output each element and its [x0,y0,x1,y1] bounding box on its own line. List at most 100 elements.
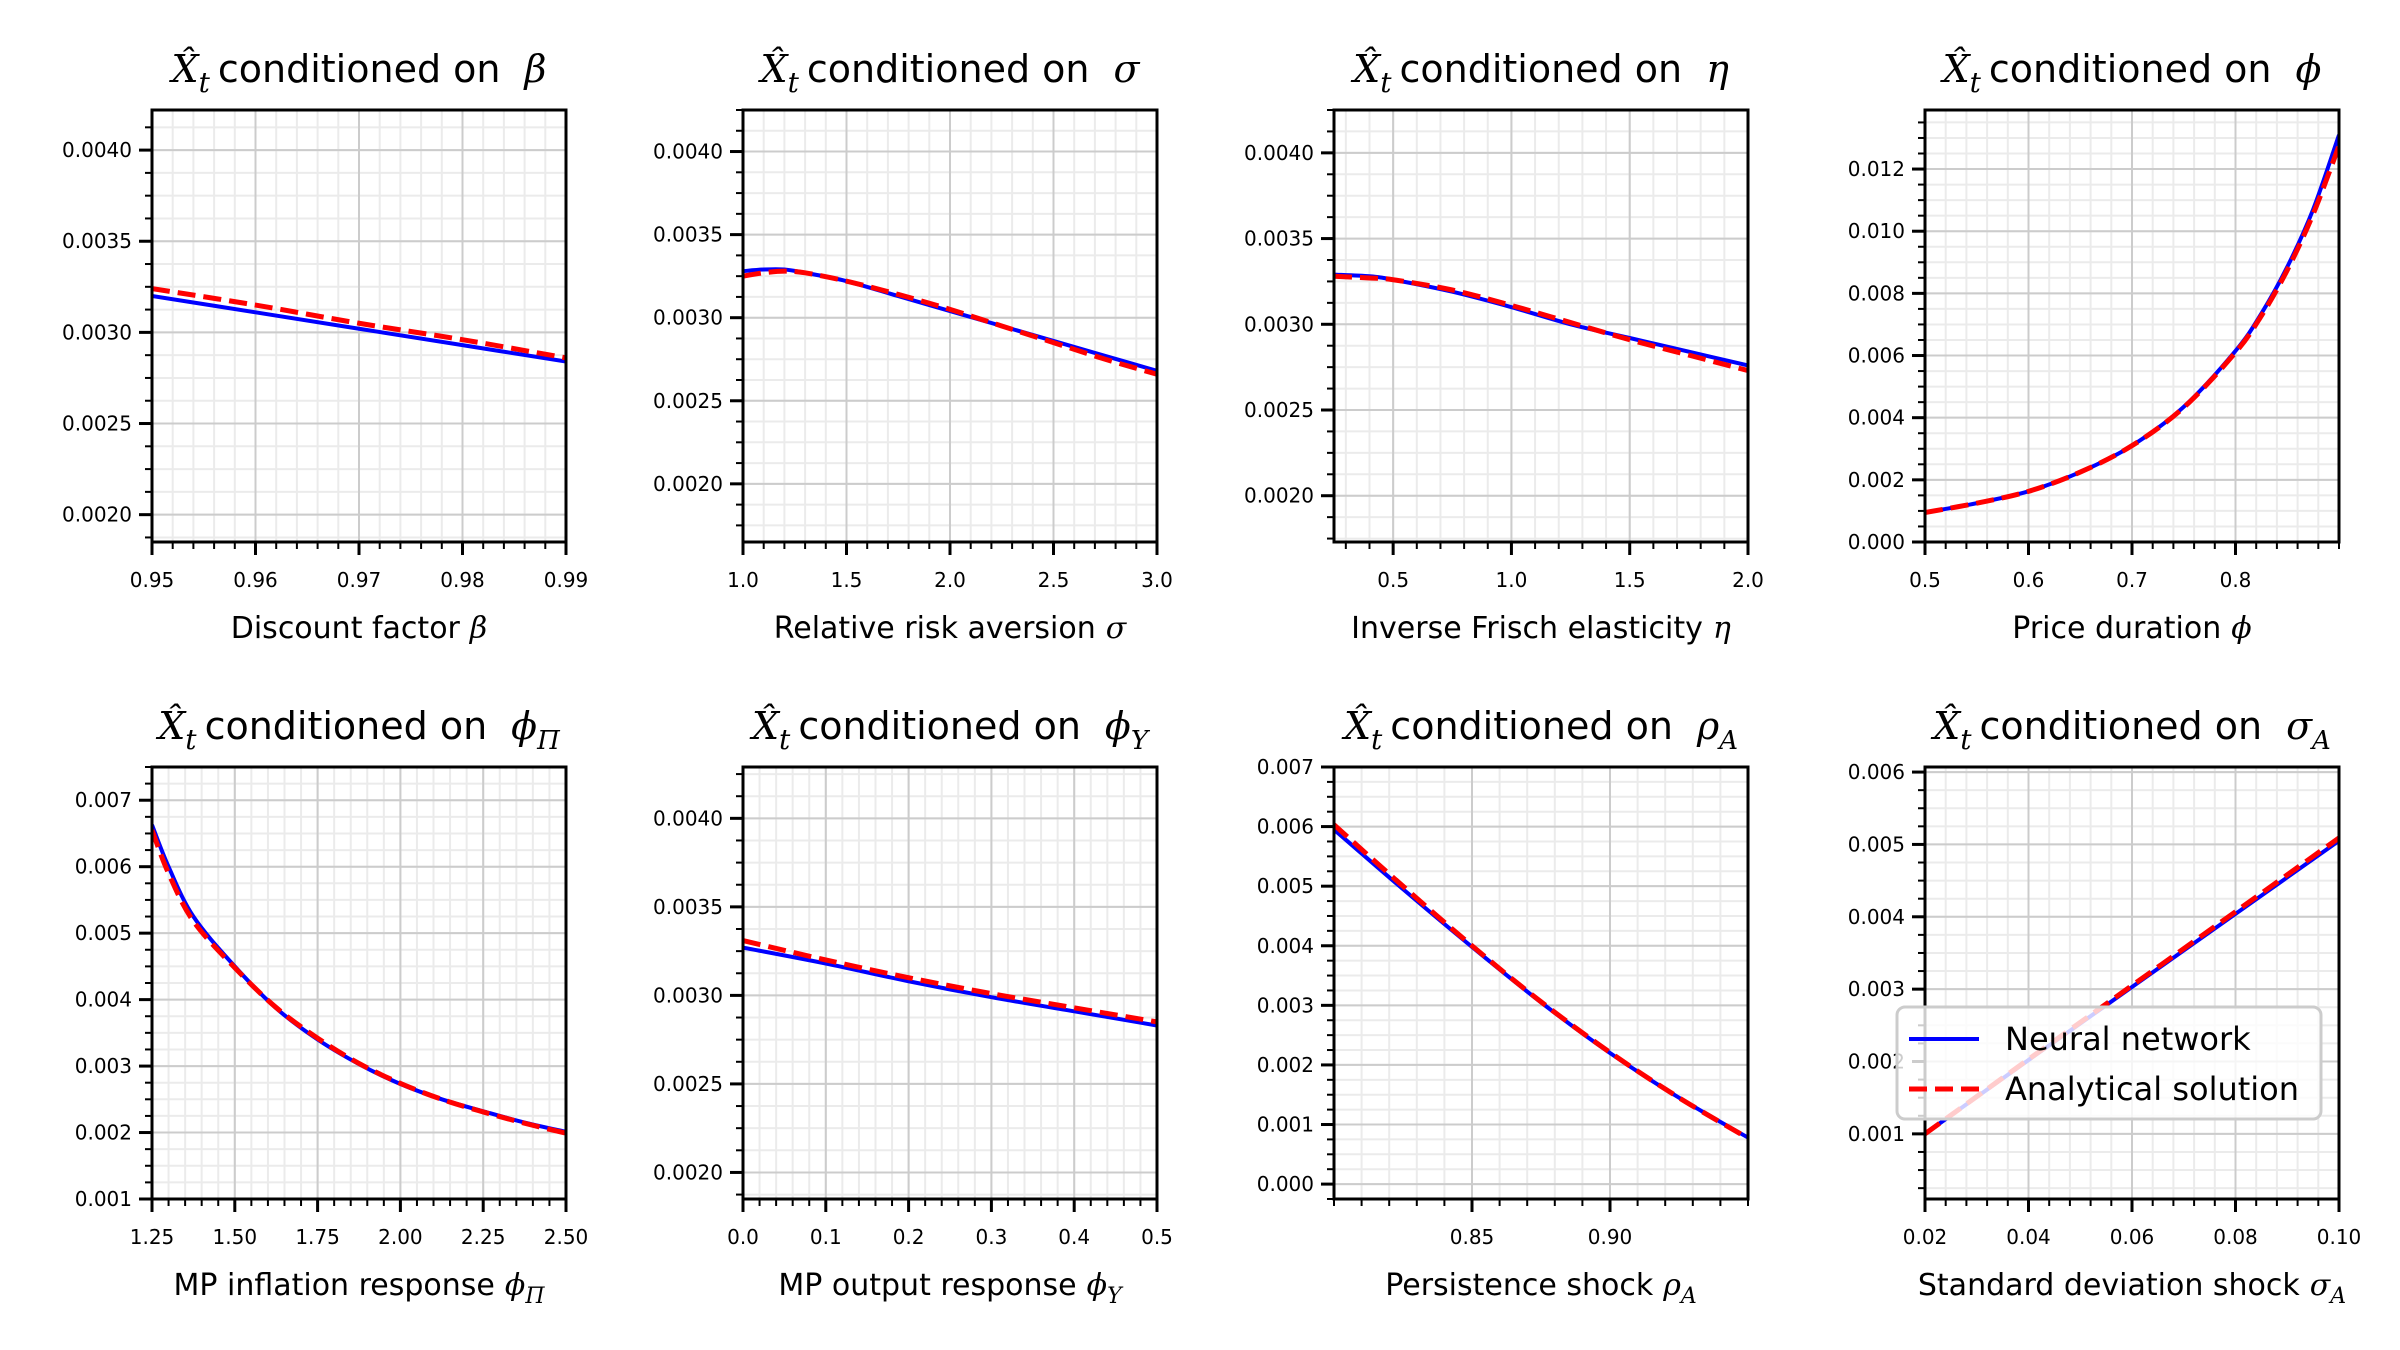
x-tick-label: 0.96 [233,568,278,592]
title-variable-subscript: Y [1131,726,1151,756]
y-tick-label: 0.000 [1257,1172,1314,1196]
major-grid: 1.0 1.5 2.0 2.5 3.0 0.0020 0.0025 0.0030 0.0035 0… [653,110,1173,592]
y-tick-label: 0.0020 [1244,484,1314,508]
y-tick-label: 0.002 [75,1121,132,1145]
title-prefix: conditioned on [1390,704,1673,748]
x-axis-label-text: Persistence shock [1385,1268,1654,1303]
y-tick-label: 0.0035 [653,223,723,247]
title-sub-t: t [185,723,197,756]
x-tick-label: 0.1 [810,1225,842,1249]
series-neural-network [743,945,1157,1028]
y-tick-label: 0.007 [75,788,132,812]
axes-frame [150,108,568,544]
title-variable: ρ [1696,704,1720,748]
x-tick-label: 0.5 [1377,568,1409,592]
x-tick-label: 0.5 [1141,1225,1173,1249]
subplot-8: 0.02 0.04 0.06 0.08 0.10 0.001 0.002 0.003 0.004… [1848,704,2362,1309]
y-tick-label: 0.0025 [653,1072,723,1096]
x-tick-label: 0.04 [2006,1225,2051,1249]
x-tick-label: 0.08 [2213,1225,2258,1249]
series-analytical-solution [1334,273,1748,373]
y-tick-label: 0.005 [1257,874,1314,898]
y-tick-label: 0.002 [1257,1053,1314,1077]
x-axis-label-variable: η [1713,611,1731,646]
x-axis-label: MP output response ϕY [778,1268,1124,1309]
plot-area [743,767,1157,1199]
y-tick-label: 0.004 [1848,406,1905,430]
subplot-title: X̂t conditioned on ϕ [1940,47,2322,99]
major-grid: 0.85 0.90 0.000 0.001 0.002 0.003 0.004 0.005 0.… [1257,755,1748,1249]
subplot-5: 1.25 1.50 1.75 2.00 2.25 2.50 0.001 0.002 0.003 0… [75,704,589,1309]
y-tick-label: 0.000 [1848,530,1905,554]
series-neural-network [152,293,566,364]
title-sub-t: t [199,66,211,99]
subplot-title: X̂t conditioned on σA [1930,704,2331,756]
x-tick-label: 0.8 [2220,568,2252,592]
x-tick-label: 1.50 [213,1225,258,1249]
series-analytical-solution [152,286,566,361]
x-tick-label: 0.02 [1903,1225,1948,1249]
y-tick-label: 0.004 [1848,905,1905,929]
subplot-4: 0.5 0.6 0.7 0.8 0.000 0.002 0.004 0.006 0.008 0.0… [1848,47,2341,646]
title-prefix: conditioned on [807,47,1090,91]
y-tick-label: 0.005 [75,921,132,945]
x-tick-label: 0.95 [130,568,175,592]
x-axis-label: MP inflation response ϕΠ [173,1268,545,1309]
x-axis-label-text: Relative risk aversion [774,611,1096,646]
title-xhat: X̂ [1341,704,1373,748]
axes-frame [741,108,1159,544]
y-tick-label: 0.010 [1848,219,1905,243]
subplot-6: 0.0 0.1 0.2 0.3 0.4 0.5 0.0020 0.0025 0.0030 0.00… [653,704,1173,1309]
title-variable: η [1706,47,1729,91]
title-xhat: X̂ [155,704,187,748]
series-analytical-solution [1925,144,2339,515]
title-prefix: conditioned on [1989,47,2272,91]
y-tick-label: 0.0040 [62,138,132,162]
subplot-1: 0.95 0.96 0.97 0.98 0.99 0.0020 0.0025 0.0030 0.… [62,47,588,646]
y-tick-label: 0.004 [75,988,132,1012]
title-sub-t: t [1371,723,1383,756]
legend: Neural network Analytical solution [1895,1005,2323,1121]
x-tick-label: 0.99 [544,568,589,592]
y-tick-label: 0.0030 [653,306,723,330]
series-group [743,267,1157,377]
x-tick-label: 0.2 [893,1225,925,1249]
title-variable: σ [2286,704,2313,748]
x-tick-label: 2.5 [1038,568,1070,592]
y-tick-label: 0.003 [75,1054,132,1078]
x-axis-label-variable: σ [2310,1268,2332,1303]
x-tick-label: 0.10 [2317,1225,2362,1249]
x-tick-label: 2.25 [461,1225,506,1249]
y-tick-label: 0.0025 [653,389,723,413]
title-xhat: X̂ [758,47,790,91]
title-sub-t: t [1380,66,1392,99]
title-sub-t: t [1970,66,1982,99]
x-axis-label-variable: ϕ [2231,611,2251,646]
x-axis-label-text: MP inflation response [173,1268,494,1303]
title-variable: ϕ [1105,704,1131,748]
subplot-title: X̂t conditioned on η [1350,47,1729,99]
axes-frame [1923,765,2341,1201]
x-tick-label: 0.7 [2116,568,2148,592]
y-tick-label: 0.0020 [62,503,132,527]
x-tick-label: 1.75 [295,1225,340,1249]
subplot-title: X̂t conditioned on σ [758,47,1141,99]
x-tick-label: 1.25 [130,1225,175,1249]
y-tick-label: 0.012 [1848,157,1905,181]
title-xhat: X̂ [1350,47,1382,91]
y-tick-label: 0.001 [75,1187,132,1211]
x-tick-label: 0.0 [727,1225,759,1249]
x-tick-label: 0.5 [1909,568,1941,592]
y-tick-label: 0.0025 [62,412,132,436]
subplot-3: 0.5 1.0 1.5 2.0 0.0020 0.0025 0.0030 0.0035 0.00… [1244,47,1764,646]
x-axis-label: Price duration ϕ [2012,611,2251,646]
x-tick-label: 1.5 [831,568,863,592]
y-tick-label: 0.0030 [1244,312,1314,336]
x-axis-label-variable: β [469,611,487,646]
y-tick-label: 0.006 [75,855,132,879]
title-variable-subscript: A [2310,726,2331,756]
x-axis-label-subscript: Y [1107,1284,1124,1309]
x-axis-label-variable: ϕ [505,1268,525,1303]
title-xhat: X̂ [1940,47,1972,91]
plot-area [1334,110,1748,542]
